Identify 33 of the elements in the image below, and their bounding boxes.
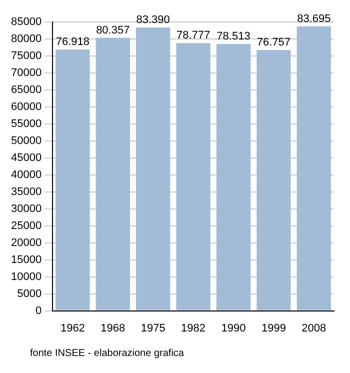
y-tick-label: 0 (35, 304, 42, 317)
y-tick-label: 85000 (10, 16, 42, 28)
y-tick-label: 75000 (10, 50, 42, 62)
x-tick-label: 2008 (302, 322, 326, 334)
y-tick-label: 65000 (10, 84, 42, 96)
data-label: 83.695 (297, 12, 331, 25)
x-tick-label: 1982 (181, 322, 206, 334)
data-label: 78.777 (176, 30, 210, 42)
y-tick-label: 70000 (10, 66, 42, 79)
y-tick-label: 10000 (10, 270, 42, 283)
y-tick-label: 30000 (10, 202, 42, 215)
y-tick-label: 45000 (10, 152, 42, 164)
y-tick-label: 60000 (10, 100, 42, 113)
y-tick-label: 15000 (10, 254, 42, 266)
y-tick-label: 20000 (10, 236, 42, 249)
y-tick-label: 55000 (10, 118, 42, 130)
source-note: fonte INSEE - elaborazione grafica (30, 348, 185, 359)
x-tick-label: 1975 (140, 322, 166, 334)
y-tick-label: 35000 (10, 186, 42, 198)
x-tick-label: 1962 (60, 322, 85, 334)
x-tick-label: 1990 (221, 322, 246, 334)
y-tick-label: 25000 (10, 220, 42, 232)
y-tick-label: 50000 (10, 134, 42, 147)
data-label: 76.918 (56, 36, 90, 48)
data-label: 83.390 (136, 14, 170, 26)
data-label: 80.357 (96, 24, 130, 36)
y-tick-label: 80000 (10, 33, 42, 46)
data-label: 76.757 (256, 36, 291, 49)
x-tick-label: 1968 (100, 322, 126, 334)
y-tick-label: 40000 (10, 168, 42, 181)
y-tick-label: 5000 (17, 288, 42, 300)
x-tick-label: 1999 (261, 322, 286, 334)
data-label: 78.513 (216, 30, 250, 43)
